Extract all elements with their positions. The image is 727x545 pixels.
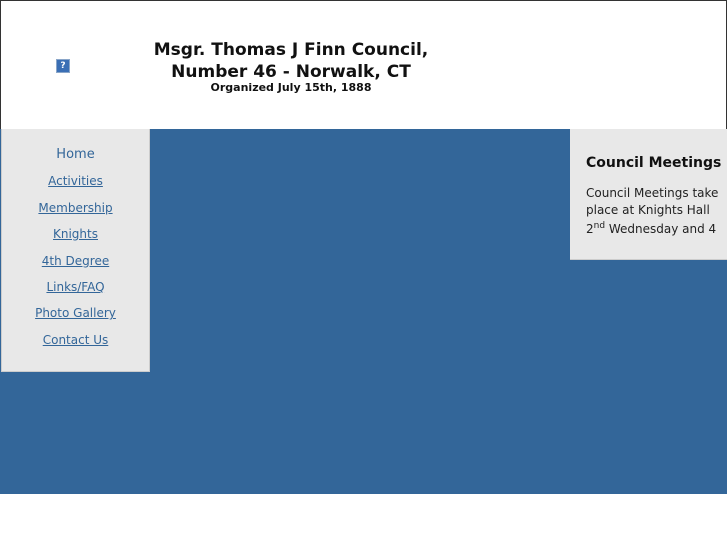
council-meetings-text: Council Meetings take place at Knights H…: [586, 185, 719, 238]
council-meetings-panel: Council Meetings Council Meetings take p…: [570, 129, 727, 260]
meetings-text-b: Wednesday and 4: [605, 222, 717, 236]
site-header: ? Msgr. Thomas J Finn Council, Number 46…: [0, 0, 727, 130]
ordinal-suffix: nd: [593, 221, 606, 231]
site-title-line2: Number 46 - Norwalk, CT: [171, 62, 411, 82]
nav-links-faq-link[interactable]: Links/FAQ: [46, 280, 105, 295]
nav-home-link[interactable]: Home: [56, 147, 95, 162]
nav-activities-link[interactable]: Activities: [48, 174, 103, 189]
nav-knights-link[interactable]: Knights: [53, 227, 98, 242]
site-subtitle: Organized July 15th, 1888: [210, 81, 372, 94]
ordinal-number: 2: [586, 222, 594, 236]
site-title: Msgr. Thomas J Finn Council, Number 46 -…: [131, 39, 451, 83]
side-navigation: Home Activities Membership Knights 4th D…: [1, 129, 150, 372]
nav-photo-gallery-link[interactable]: Photo Gallery: [35, 306, 116, 321]
site-title-line1: Msgr. Thomas J Finn Council,: [153, 40, 429, 60]
council-meetings-heading: Council Meetings: [586, 155, 722, 171]
nav-contact-us-link[interactable]: Contact Us: [42, 332, 109, 347]
broken-image-icon: ?: [56, 59, 70, 73]
nav-4th-degree-link[interactable]: 4th Degree: [41, 253, 110, 268]
meetings-text-a: Council Meetings take place at Knights H…: [586, 186, 719, 217]
nav-membership-link[interactable]: Membership: [38, 200, 113, 215]
